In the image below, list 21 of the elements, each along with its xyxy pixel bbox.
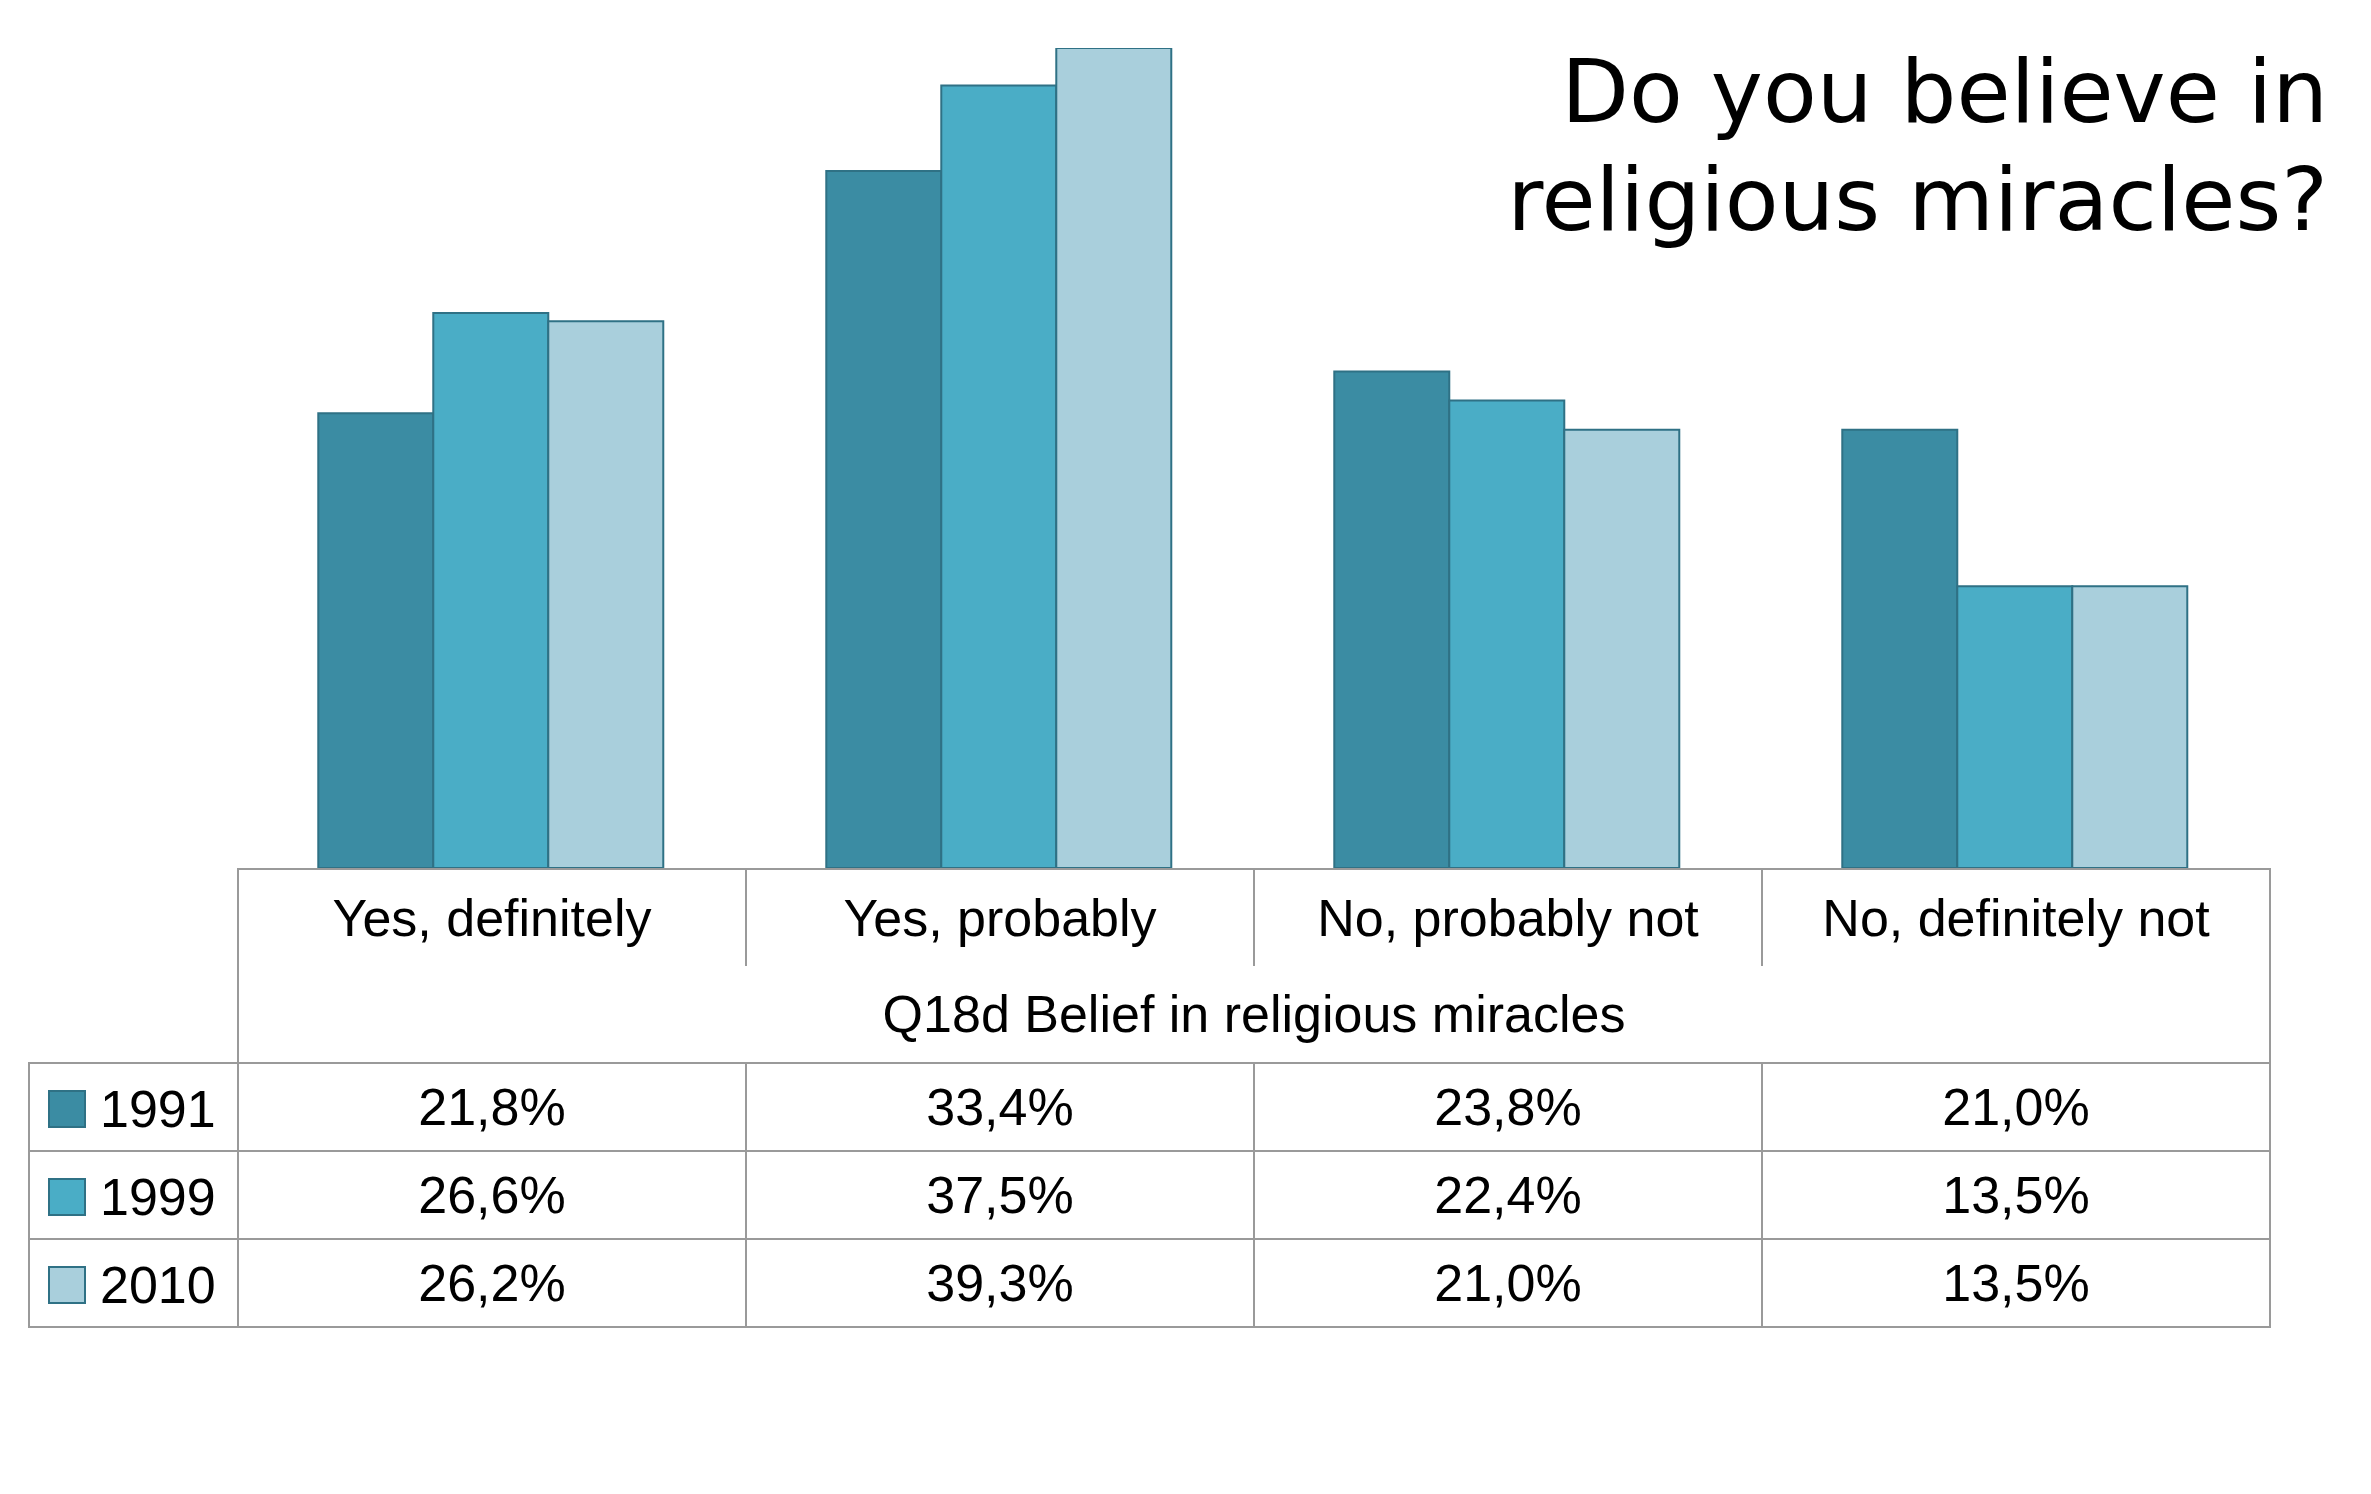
data-label: 33,4%	[746, 1063, 1254, 1151]
data-label: 22,4%	[1254, 1151, 1762, 1239]
legend-label: 1999	[100, 1168, 216, 1227]
data-label: 23,8%	[1254, 1063, 1762, 1151]
text: Do you believe in religious miracles?	[1506, 39, 2328, 253]
data-label: 26,6%	[238, 1151, 746, 1239]
x-tick-label: No, probably not	[1254, 869, 1762, 966]
data-label: 26,2%	[238, 1239, 746, 1327]
legend-label: 2010	[100, 1256, 216, 1315]
x-axis-title: Q18d Belief in religious miracles	[238, 966, 2270, 1063]
data-label: 37,5%	[746, 1151, 1254, 1239]
x-tick-label: Yes, probably	[746, 869, 1254, 966]
x-tick-label: Yes, definitely	[238, 869, 746, 966]
data-label: 21,0%	[1254, 1239, 1762, 1327]
data-label: 13,5%	[1762, 1151, 2270, 1239]
x-tick-label: No, definitely not	[1762, 869, 2270, 966]
data-label: 39,3%	[746, 1239, 1254, 1327]
data-label: 21,0%	[1762, 1063, 2270, 1151]
data-label: 21,8%	[238, 1063, 746, 1151]
legend-label: 1991	[100, 1080, 216, 1139]
data-label: 13,5%	[1762, 1239, 2270, 1327]
